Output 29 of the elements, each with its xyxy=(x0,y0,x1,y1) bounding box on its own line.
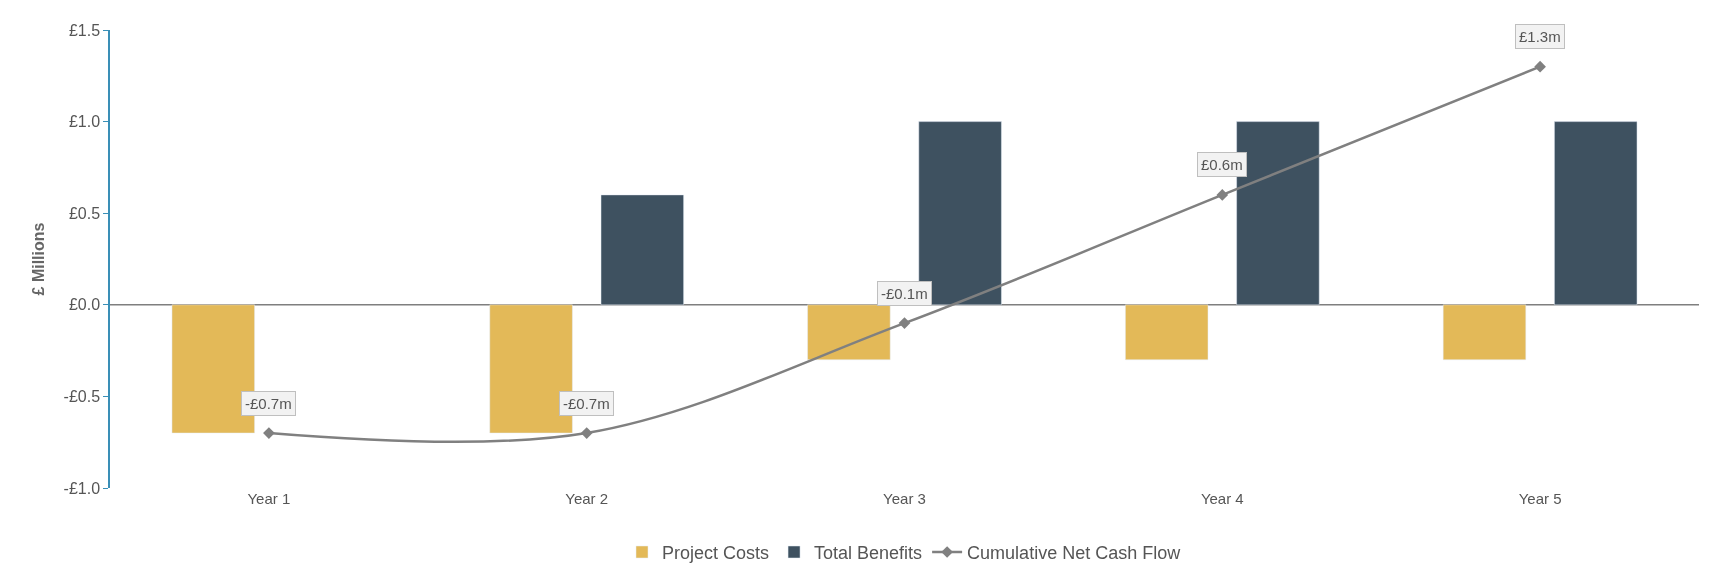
y-axis-title: £ Millions xyxy=(29,222,47,296)
y-tick-label: £1.0 xyxy=(68,113,101,131)
data-label: -£0.7m xyxy=(245,395,292,412)
bar xyxy=(1554,121,1638,306)
point xyxy=(580,427,593,439)
bar xyxy=(807,304,891,361)
data-label: -£0.7m xyxy=(563,395,610,412)
x-tick-label: Year 5 xyxy=(1518,490,1562,507)
y-tick-label: -£0.5 xyxy=(63,388,101,405)
y-tick-label: £1.5 xyxy=(68,21,101,39)
data-label: £0.6m xyxy=(1201,156,1243,173)
legend-label: Total Benefits xyxy=(814,543,923,564)
point xyxy=(898,317,911,329)
bar xyxy=(600,194,684,306)
bar xyxy=(1125,304,1209,361)
y-tick-label: £0.5 xyxy=(68,204,101,222)
x-tick-label: Year 4 xyxy=(1200,490,1244,507)
data-label: -£0.1m xyxy=(881,285,928,302)
data-label: £1.3m xyxy=(1519,28,1561,45)
point xyxy=(1534,60,1546,73)
x-tick-label: Year 3 xyxy=(883,490,926,507)
y-tick-label: -£1.0 xyxy=(63,479,101,497)
x-tick-label: Year 2 xyxy=(565,490,609,507)
legend-label: Project Costs xyxy=(662,543,770,564)
legend-label: Cumulative Net Cash Flow xyxy=(967,543,1182,564)
bar xyxy=(1442,304,1527,361)
x-tick-label: Year 1 xyxy=(247,490,291,507)
point xyxy=(1216,189,1229,201)
y-tick-label: £0.0 xyxy=(68,296,101,314)
